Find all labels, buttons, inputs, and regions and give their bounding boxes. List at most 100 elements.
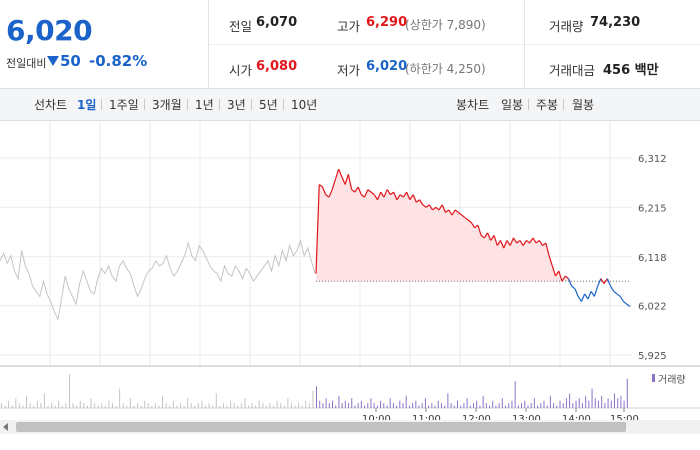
prev-volume-bar — [140, 405, 142, 408]
today-price-segment — [509, 237, 515, 246]
tab-1w[interactable]: 1주일 — [109, 98, 139, 112]
tab-3m[interactable]: 3개월 — [152, 98, 182, 112]
tab-monthly-candle[interactable]: 월봉 — [572, 98, 595, 112]
today-price-segment — [526, 239, 531, 244]
prev-volume-bar — [8, 400, 10, 408]
today-price-segment — [487, 232, 492, 241]
today-volume-bar — [610, 400, 612, 408]
prev-volume-bar — [58, 400, 60, 408]
y-tick-label: 6,022 — [638, 302, 667, 313]
prev-volume-bar — [101, 403, 103, 408]
prev-volume-bar — [226, 405, 228, 408]
scroll-left-arrow-icon[interactable] — [3, 423, 8, 431]
scrollbar-thumb[interactable] — [16, 422, 626, 432]
today-price-segment — [603, 278, 608, 285]
today-volume-bar — [466, 398, 468, 408]
today-price-segment — [318, 183, 323, 188]
prev-volume-bar — [144, 400, 146, 408]
today-price-segment — [380, 191, 385, 198]
prev-volume-bar — [308, 403, 310, 408]
prev-volume-bar — [262, 403, 264, 408]
price-chart: 6,312 6,215 6,118 6,022 5,925 10:00 11:00 12:0… — [0, 120, 700, 420]
prev-volume-bar — [187, 398, 189, 408]
header-row-divider — [209, 44, 700, 45]
tab-daily-candle[interactable]: 일봉 — [501, 98, 524, 112]
today-volume-bar — [524, 400, 526, 408]
prev-volume-bar — [212, 405, 214, 408]
today-price-segment — [606, 278, 612, 287]
tab-divider — [219, 99, 220, 110]
today-volume-bar — [565, 398, 567, 408]
tab-10y[interactable]: 10년 — [291, 98, 318, 112]
today-price-segment — [574, 288, 579, 297]
today-volume-bar — [319, 400, 321, 408]
prev-volume-bar — [151, 405, 153, 408]
today-volume-bar — [453, 405, 455, 408]
upper-limit: (상한가 7,890) — [405, 18, 486, 32]
today-price-segment — [522, 240, 527, 246]
today-volume-bar — [434, 405, 436, 408]
today-price-segment — [331, 179, 336, 190]
today-volume-bar — [396, 405, 398, 408]
prev-volume-bar — [222, 403, 224, 408]
x-tick-label: 14:00 — [562, 414, 591, 420]
today-volume-bar — [412, 403, 414, 408]
today-volume-bar — [495, 405, 497, 408]
tab-5y[interactable]: 5년 — [259, 98, 278, 112]
today-volume-bar — [360, 400, 362, 408]
today-volume-bar — [332, 400, 334, 408]
today-price-segment — [367, 189, 372, 193]
today-volume-bar — [578, 398, 580, 408]
prev-volume-bar — [86, 405, 88, 408]
prev-volume-bar — [18, 403, 20, 408]
tab-3y[interactable]: 3년 — [227, 98, 246, 112]
today-price-segment — [415, 199, 420, 203]
prev-volume-bar — [126, 405, 128, 408]
today-volume-bar — [530, 403, 532, 408]
prev-volume-bar — [11, 405, 13, 408]
tab-1y[interactable]: 1년 — [195, 98, 214, 112]
today-price-segment — [351, 189, 356, 193]
prev-volume-bar — [36, 400, 38, 408]
today-volume-bar — [517, 405, 519, 408]
prev-close-label: 전일 — [229, 19, 253, 34]
today-volume-bar — [335, 405, 337, 408]
today-price-segment — [386, 189, 391, 195]
today-volume-bar — [479, 405, 481, 408]
today-price-segment — [587, 291, 592, 300]
today-price-segment — [441, 204, 447, 213]
today-volume-bar — [623, 400, 625, 408]
prev-volume-bar — [54, 405, 56, 408]
today-volume-bar — [341, 403, 343, 408]
today-price-segment — [344, 174, 349, 185]
x-tick-label: 11:00 — [412, 414, 441, 420]
today-volume-bar — [501, 398, 503, 408]
tab-weekly-candle[interactable]: 주봉 — [536, 98, 559, 112]
today-price-segment — [438, 204, 443, 211]
today-volume-bar — [533, 398, 535, 408]
today-volume-bar — [354, 405, 356, 408]
prev-volume-bar — [115, 405, 117, 408]
prev-volume-bar — [61, 405, 63, 408]
header-divider — [208, 0, 209, 88]
today-volume-bar — [543, 400, 545, 408]
y-tick-label: 6,215 — [638, 203, 667, 214]
down-triangle-icon — [47, 56, 59, 66]
today-price-segment — [419, 199, 424, 206]
today-price-segment — [412, 194, 417, 203]
change-percent: -0.82% — [89, 52, 148, 70]
prev-volume-bar — [290, 403, 292, 408]
prev-volume-bar — [76, 405, 78, 408]
today-price-segment — [567, 278, 573, 287]
today-price-segment — [535, 239, 540, 244]
prev-volume-bar — [258, 400, 260, 408]
today-price-segment — [480, 234, 485, 239]
prev-volume-bar — [4, 405, 6, 408]
today-price-segment — [532, 237, 537, 244]
prev-volume-bar — [33, 405, 35, 408]
today-price-segment — [451, 209, 456, 216]
tab-1d[interactable]: 1일 — [77, 98, 97, 112]
prev-volume-bar — [1, 403, 2, 408]
prev-volume-bar — [179, 403, 181, 408]
prev-volume-bar — [47, 405, 49, 408]
